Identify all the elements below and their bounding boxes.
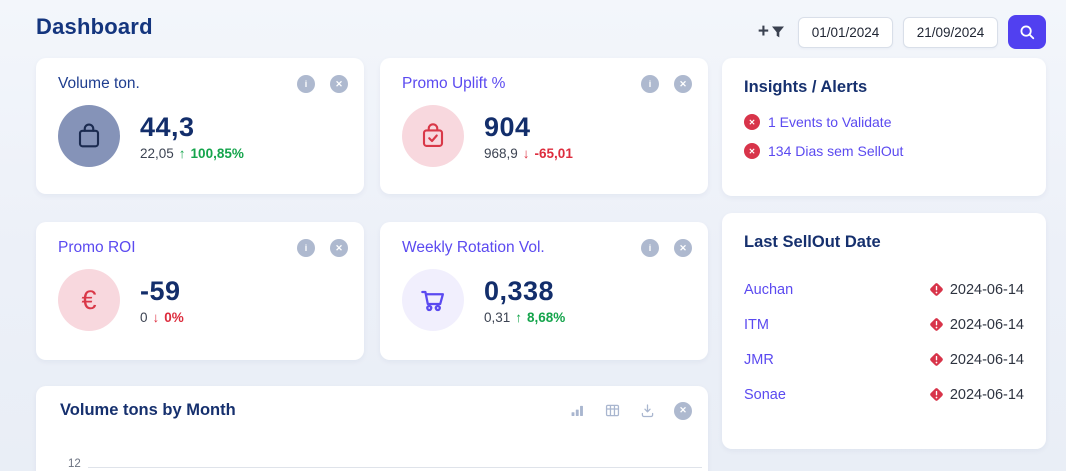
kpi-previous-value: 0: [140, 309, 148, 325]
kpi-title-volume-ton[interactable]: Volume ton.: [58, 75, 140, 92]
error-circle-icon: ✕: [744, 143, 760, 159]
info-icon[interactable]: i: [641, 239, 659, 257]
shopping-bag-icon: [58, 105, 120, 167]
close-icon[interactable]: ✕: [674, 75, 692, 93]
date-to-input[interactable]: [903, 16, 998, 48]
kpi-value: 0,338: [484, 275, 555, 306]
last-sellout-title: Last SellOut Date: [744, 233, 881, 251]
info-icon[interactable]: i: [641, 75, 659, 93]
kpi-title-weekly-rotation[interactable]: Weekly Rotation Vol.: [402, 239, 545, 256]
close-icon[interactable]: ✕: [330, 239, 348, 257]
info-icon[interactable]: i: [297, 75, 315, 93]
last-sellout-panel: Last SellOut Date Auchan 2024-06-14 ITM …: [722, 213, 1046, 449]
warning-diamond-icon: [928, 351, 945, 368]
kpi-value: 44,3: [140, 111, 195, 142]
kpi-card-promo-roi: Promo ROI i ✕ € -59 0 ↓ 0%: [36, 222, 364, 360]
kpi-previous-value: 968,9: [484, 145, 518, 161]
bar-chart-icon[interactable]: [569, 402, 586, 419]
chart-card-volume-by-month: Volume tons by Month: [36, 386, 708, 471]
warning-diamond-icon: [928, 316, 945, 333]
add-filter-button[interactable]: +: [756, 19, 788, 45]
shopping-cart-icon: [402, 269, 464, 331]
kpi-delta: 8,68%: [527, 309, 566, 325]
retailer-link[interactable]: JMR: [744, 351, 774, 368]
kpi-title-promo-roi[interactable]: Promo ROI: [58, 239, 136, 256]
plus-icon: +: [757, 21, 769, 42]
kpi-delta: -65,01: [534, 145, 573, 161]
search-button[interactable]: [1008, 15, 1046, 49]
warning-diamond-icon: [928, 386, 945, 403]
page-title: Dashboard: [36, 14, 153, 39]
sellout-row-itm: ITM 2024-06-14: [744, 315, 1024, 334]
alert-label: 1 Events to Validate: [768, 114, 892, 130]
euro-icon: €: [58, 269, 120, 331]
kpi-card-weekly-rotation: Weekly Rotation Vol. i ✕ 0,338 0,31 ↑ 8,…: [380, 222, 708, 360]
insights-title: Insights / Alerts: [744, 78, 868, 96]
sellout-date: 2024-06-14: [949, 386, 1024, 403]
trend-down-icon: ↓: [522, 145, 530, 161]
error-circle-icon: ✕: [744, 114, 760, 130]
info-icon[interactable]: i: [297, 239, 315, 257]
sellout-date: 2024-06-14: [949, 316, 1024, 333]
alert-link-dias-sem-sellout[interactable]: ✕ 134 Dias sem SellOut: [744, 143, 1024, 159]
kpi-previous-value: 0,31: [484, 309, 511, 325]
retailer-link[interactable]: Sonae: [744, 386, 786, 403]
alert-link-events-to-validate[interactable]: ✕ 1 Events to Validate: [744, 114, 1024, 130]
chart-title: Volume tons by Month: [60, 401, 236, 419]
promo-bag-check-icon: [402, 105, 464, 167]
warning-diamond-icon: [928, 281, 945, 298]
trend-up-icon: ↑: [515, 309, 523, 325]
close-icon[interactable]: ✕: [674, 401, 692, 420]
kpi-previous-value: 22,05: [140, 145, 174, 161]
funnel-icon: [770, 24, 786, 40]
download-icon[interactable]: [639, 402, 656, 419]
kpi-title-promo-uplift[interactable]: Promo Uplift %: [402, 75, 506, 92]
sellout-row-jmr: JMR 2024-06-14: [744, 350, 1024, 369]
close-icon[interactable]: ✕: [674, 239, 692, 257]
sellout-date: 2024-06-14: [949, 281, 1024, 298]
sellout-row-auchan: Auchan 2024-06-14: [744, 280, 1024, 299]
sellout-date: 2024-06-14: [949, 351, 1024, 368]
trend-up-icon: ↑: [178, 145, 186, 161]
search-icon: [1018, 23, 1036, 41]
chart-gridline: [88, 467, 702, 468]
kpi-value: -59: [140, 275, 181, 306]
sellout-row-sonae: Sonae 2024-06-14: [744, 385, 1024, 404]
table-icon[interactable]: [604, 402, 621, 419]
y-axis-tick: 12: [68, 458, 81, 470]
insights-alerts-panel: Insights / Alerts ✕ 1 Events to Validate…: [722, 58, 1046, 196]
header-controls: +: [756, 15, 1046, 49]
retailer-link[interactable]: ITM: [744, 316, 769, 333]
close-icon[interactable]: ✕: [330, 75, 348, 93]
trend-down-icon: ↓: [152, 309, 160, 325]
retailer-link[interactable]: Auchan: [744, 281, 794, 298]
kpi-delta: 100,85%: [190, 145, 244, 161]
kpi-card-promo-uplift: Promo Uplift % i ✕ 904 968,9 ↓ -65,01: [380, 58, 708, 194]
kpi-delta: 0%: [164, 309, 184, 325]
kpi-card-volume-ton: Volume ton. i ✕ 44,3 22,05 ↑ 100,85%: [36, 58, 364, 194]
date-from-input[interactable]: [798, 16, 893, 48]
kpi-value: 904: [484, 111, 531, 142]
alert-label: 134 Dias sem SellOut: [768, 143, 904, 159]
